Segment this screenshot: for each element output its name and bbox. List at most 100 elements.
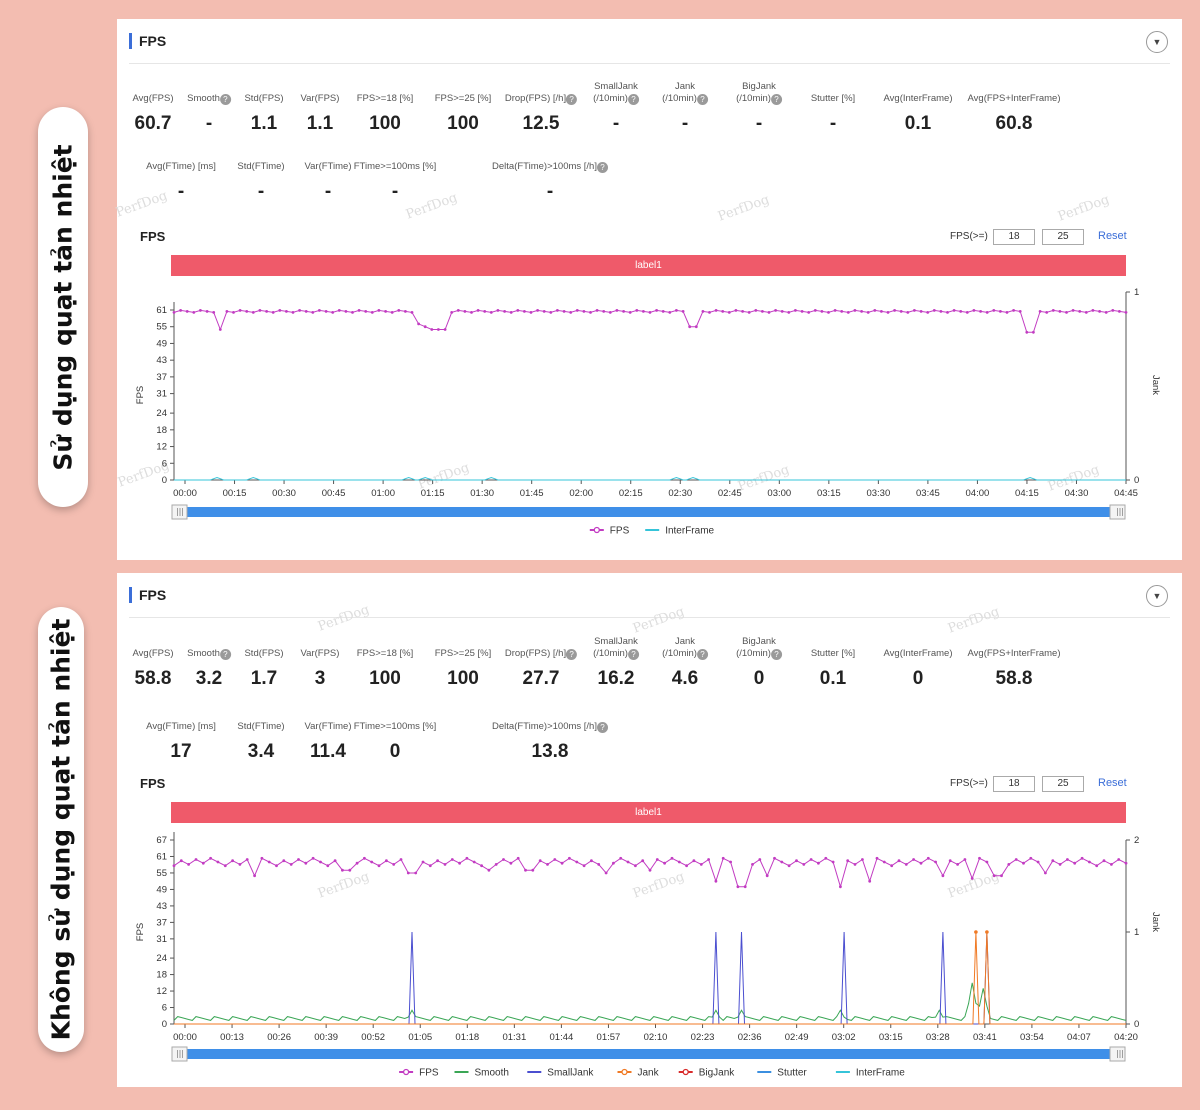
fps-point — [707, 858, 710, 861]
reset-link[interactable]: Reset — [1098, 777, 1127, 789]
help-icon[interactable]: ? — [596, 162, 608, 173]
x-tick-label: 04:07 — [1067, 1032, 1091, 1043]
metric-label: FPS>=25 [%] — [435, 93, 492, 105]
help-icon[interactable]: ? — [770, 94, 782, 105]
help-icon[interactable]: ? — [596, 722, 608, 733]
fps-point — [1014, 858, 1018, 861]
metric-row2-0: Avg(FTime) [ms] - — [146, 149, 216, 203]
fps-point — [509, 311, 513, 314]
help-icon[interactable]: ? — [627, 94, 639, 105]
fps-point — [846, 859, 850, 863]
fps-point — [1045, 311, 1049, 314]
legend-item-fps[interactable]: FPS — [589, 526, 630, 537]
fps-point — [231, 859, 234, 863]
legend-item-bigjank[interactable]: BigJank — [678, 1068, 736, 1079]
fps-point — [827, 311, 830, 314]
legend-item-stutter[interactable]: Stutter — [757, 1068, 807, 1079]
metric-row1-0: Avg(FPS) 58.8 — [132, 636, 173, 690]
x-tick-label: 03:41 — [973, 1032, 997, 1043]
fps-threshold-input-2[interactable]: 25 — [1042, 229, 1084, 245]
fps-point — [635, 309, 639, 312]
zoom-handle-left[interactable] — [171, 504, 188, 520]
legend-item-fps[interactable]: FPS — [399, 1068, 439, 1079]
fps-point — [1117, 858, 1121, 861]
fps-point — [978, 856, 981, 860]
fps-point — [701, 310, 705, 313]
fps-point — [886, 311, 890, 314]
metric-label-text: Avg(InterFrame) — [883, 93, 953, 104]
fps-point — [692, 859, 696, 863]
fps-point — [458, 861, 461, 865]
smooth-series-line — [173, 982, 1127, 1022]
metric-value: 16.2 — [597, 668, 635, 689]
fps-point — [463, 310, 467, 313]
x-tick-label: 02:49 — [785, 1032, 809, 1043]
collapse-chevron-icon[interactable]: ▼ — [1146, 31, 1168, 53]
legend-item-interframe[interactable]: InterFrame — [835, 1068, 905, 1079]
help-icon[interactable]: ? — [770, 649, 782, 660]
fps-point — [948, 859, 952, 863]
fps-point — [265, 310, 268, 313]
metric-value: - — [755, 113, 763, 134]
fps-point — [743, 885, 747, 889]
metric-value: 13.8 — [531, 741, 569, 762]
x-tick-label: 00:39 — [314, 1032, 338, 1043]
x-tick-label: 02:10 — [644, 1032, 668, 1043]
fps-point — [970, 877, 974, 880]
y-tick-label: 37 — [156, 372, 167, 383]
fps-point — [357, 309, 361, 312]
fps-threshold-input-2[interactable]: 25 — [1042, 776, 1084, 792]
fps-threshold-input-1[interactable]: 18 — [993, 229, 1035, 245]
collapse-chevron-icon[interactable]: ▼ — [1146, 585, 1168, 607]
fps-point — [199, 309, 202, 312]
fps-point — [542, 310, 546, 313]
fps-point — [1018, 310, 1022, 313]
label-bar: label1 — [171, 802, 1126, 823]
fps-threshold-input-1[interactable]: 18 — [993, 776, 1035, 792]
help-icon[interactable]: ? — [219, 649, 231, 660]
fps-point — [443, 863, 447, 866]
x-tick-label: 03:15 — [817, 488, 841, 499]
metric-label-text: (/10min) — [662, 93, 697, 104]
legend-item-smalljank[interactable]: SmallJank — [527, 1068, 594, 1079]
fps-point — [1029, 856, 1033, 860]
fps-point — [436, 859, 439, 863]
metric-label: Avg(FPS) — [132, 648, 173, 660]
fps-point — [866, 311, 870, 314]
fps-point — [590, 859, 593, 863]
help-icon[interactable]: ? — [219, 94, 231, 105]
metric-row1-4: FPS>=18 [%] 100 — [357, 81, 414, 135]
fps-point — [172, 864, 176, 868]
y-tick-label: 0 — [162, 1019, 167, 1030]
x-tick-label: 02:45 — [718, 488, 742, 499]
metric-value: 0.1 — [904, 113, 932, 134]
metric-label: Jank (/10min)? — [662, 636, 708, 660]
metric-row1-8: Jank (/10min)? - — [662, 81, 708, 135]
help-icon[interactable]: ? — [566, 94, 578, 105]
metric-label: Var(FTime) — [305, 721, 352, 733]
fps-point — [529, 311, 533, 314]
fps-point — [972, 309, 976, 312]
help-icon[interactable]: ? — [627, 649, 639, 660]
metric-value: 3 — [314, 668, 326, 689]
x-tick-label: 04:30 — [1065, 488, 1089, 499]
help-icon[interactable]: ? — [566, 649, 578, 660]
watermark: PerfDog — [716, 192, 772, 225]
fps-point — [556, 309, 559, 312]
legend-item-smooth[interactable]: Smooth — [454, 1068, 509, 1079]
fps-point — [708, 311, 711, 314]
fps-point — [392, 863, 396, 866]
legend-item-interframe[interactable]: InterFrame — [645, 526, 715, 537]
help-icon[interactable]: ? — [696, 94, 708, 105]
legend-marker — [621, 1068, 628, 1076]
legend-item-jank[interactable]: Jank — [617, 1068, 660, 1079]
x-tick-label: 01:15 — [421, 488, 445, 499]
help-icon[interactable]: ? — [696, 649, 708, 660]
metric-label-text: Smooth — [187, 648, 220, 659]
fps-point — [628, 311, 632, 314]
y-tick-label: 43 — [156, 901, 167, 912]
y-tick-label: 18 — [156, 425, 167, 436]
zoom-handle-left[interactable] — [171, 1046, 188, 1062]
metric-value: 0 — [389, 741, 401, 762]
reset-link[interactable]: Reset — [1098, 230, 1127, 242]
